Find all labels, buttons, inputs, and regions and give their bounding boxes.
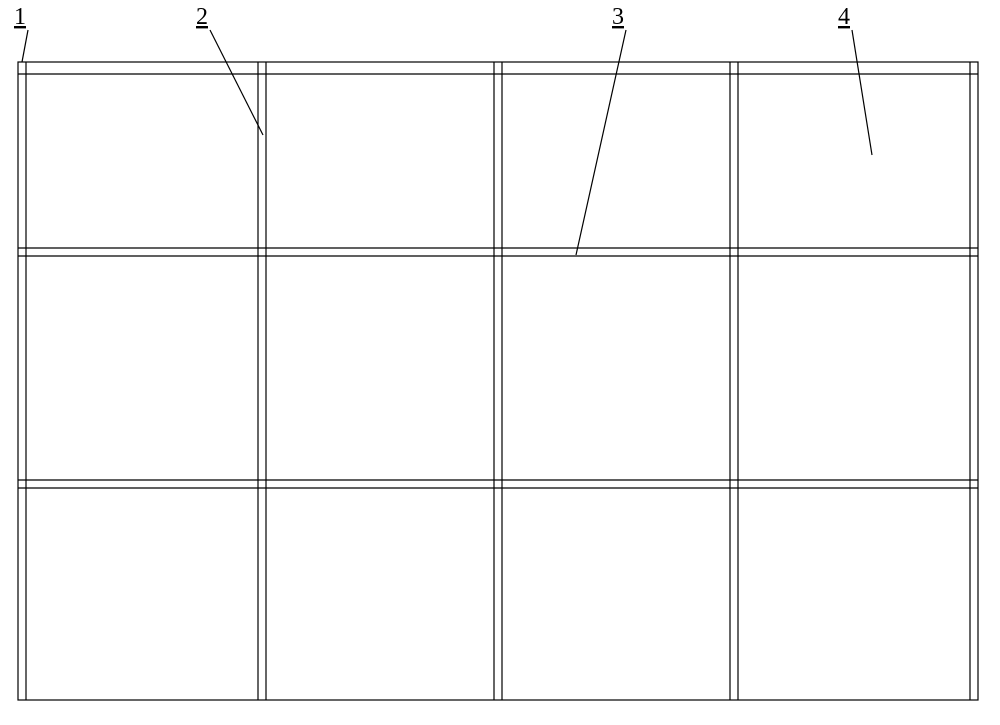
leader-3 bbox=[576, 30, 626, 255]
label-3: 3 bbox=[612, 4, 624, 30]
label-4: 4 bbox=[838, 4, 850, 30]
leader-4 bbox=[852, 30, 872, 155]
outer-frame bbox=[18, 62, 978, 700]
label-2: 2 bbox=[196, 4, 208, 30]
leader-1 bbox=[22, 30, 28, 62]
leader-2 bbox=[210, 30, 263, 135]
technical-drawing: 1 2 3 4 bbox=[0, 0, 1000, 725]
label-1: 1 bbox=[14, 4, 26, 30]
